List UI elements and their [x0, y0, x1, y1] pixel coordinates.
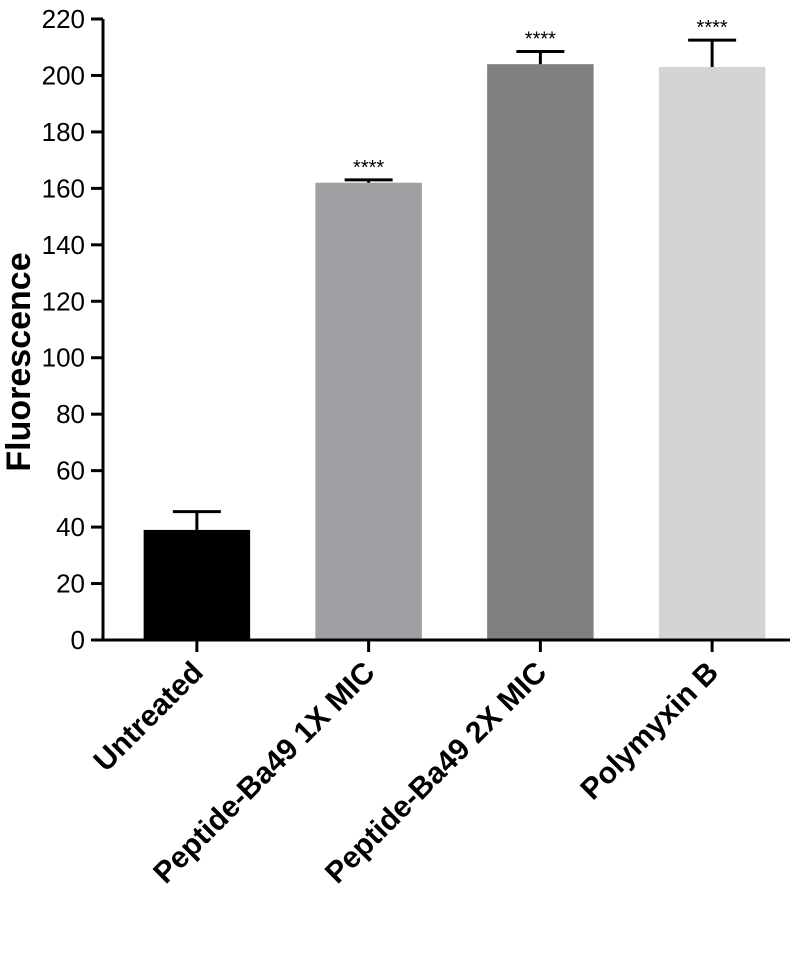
error-bars [172, 38, 737, 530]
y-tick-label: 40 [56, 512, 85, 542]
bar [487, 64, 594, 640]
x-category-label: Untreated [87, 656, 209, 778]
bar [658, 66, 766, 640]
y-tick-label: 80 [56, 399, 85, 429]
y-tick-label: 20 [56, 569, 85, 599]
y-tick-label: 0 [71, 625, 85, 655]
bar [143, 529, 251, 640]
y-tick-label: 220 [42, 4, 85, 34]
y-axis-title: Fluorescence [0, 252, 38, 471]
y-tick-label: 180 [42, 117, 85, 147]
y-tick-label: 120 [42, 286, 85, 316]
significance-label: **** [525, 28, 556, 50]
significance-label: **** [353, 157, 384, 179]
bars [143, 64, 766, 640]
y-axis: 0 20 40 60 80 100 120 140 160 180 200 220 [42, 4, 105, 655]
y-tick-label: 140 [42, 230, 85, 260]
y-tick-label: 160 [42, 173, 85, 203]
significance-label: **** [697, 17, 728, 39]
y-tick-label: 200 [42, 60, 85, 90]
significance-labels: **** **** **** [353, 17, 728, 179]
y-tick-label: 60 [56, 456, 85, 486]
x-category-label: Polymyxin B [574, 656, 725, 807]
bar [315, 182, 422, 640]
y-tick-label: 100 [42, 343, 85, 373]
